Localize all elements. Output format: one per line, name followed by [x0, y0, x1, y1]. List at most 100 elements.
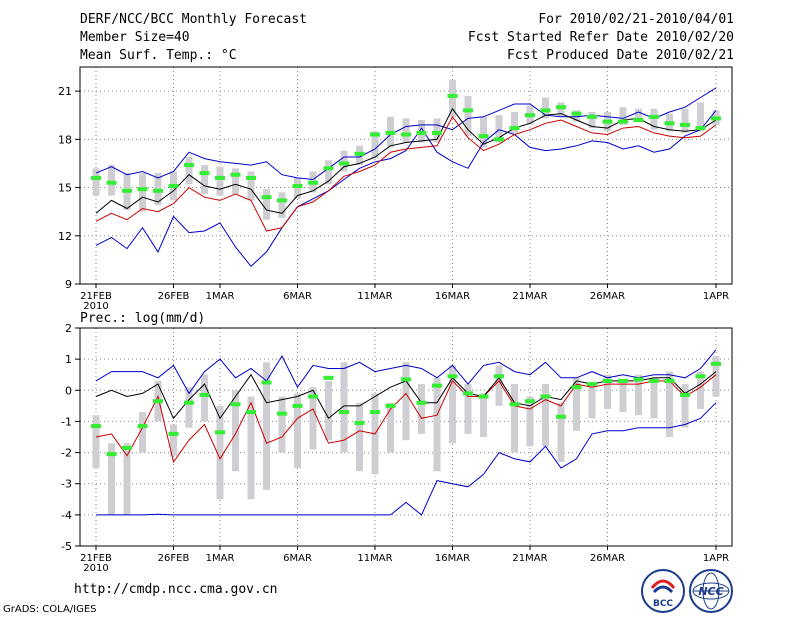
max-envelope-line	[95, 349, 717, 395]
spread-bar	[588, 112, 596, 129]
observed-marker	[122, 188, 132, 193]
spread-bar	[92, 168, 100, 196]
observed-marker	[664, 121, 675, 126]
spread-bar	[573, 377, 580, 431]
observed-marker	[292, 183, 303, 188]
observed-marker	[649, 378, 659, 383]
observed-marker	[416, 130, 427, 135]
spread-bar	[108, 443, 115, 515]
observed-marker	[633, 377, 644, 382]
observed-marker	[153, 188, 163, 193]
spread-bar	[697, 371, 704, 409]
spread-bar	[185, 387, 193, 428]
observed-marker	[153, 399, 163, 404]
x-year-label: 2010	[83, 301, 108, 312]
observed-marker	[432, 130, 442, 135]
observed-marker	[618, 378, 628, 383]
refer-date-label: Fcst Started Refer Date 2010/02/20	[467, 30, 734, 45]
spread-bar	[697, 102, 704, 132]
spread-bar	[650, 108, 658, 130]
observed-marker	[649, 114, 659, 119]
spread-bar	[123, 443, 131, 515]
observed-marker	[339, 410, 349, 415]
spread-bar	[604, 374, 611, 409]
forecast-period-label: For 2010/02/21-2010/04/01	[538, 12, 734, 27]
observed-marker	[633, 118, 644, 123]
red-line	[95, 374, 717, 464]
observed-marker	[261, 195, 272, 200]
spread-bar	[433, 118, 441, 143]
x-tick-label: 11MAR	[357, 291, 392, 302]
x-tick-label: 11MAR	[357, 553, 392, 564]
spread-bar	[542, 384, 549, 447]
grads-credit: GrADS: COLA/IGES	[3, 604, 97, 615]
spread-bar	[495, 115, 503, 143]
spread-bar	[387, 402, 394, 453]
observed-marker	[556, 105, 566, 110]
spread-bar	[635, 108, 642, 122]
precip-panel-title: Prec.: log(mm/d)	[80, 311, 205, 326]
ncc-logo: NCC	[689, 569, 733, 613]
y-tick-label: -1	[61, 415, 72, 428]
spread-bar	[216, 405, 224, 500]
observed-marker	[587, 382, 597, 387]
observed-marker	[602, 119, 613, 124]
x-tick-label: 26MAR	[590, 291, 625, 302]
observed-marker	[168, 183, 179, 188]
observed-marker	[106, 452, 117, 457]
x-tick-label: 6MAR	[283, 553, 312, 564]
ncc-logo-text: NCC	[698, 585, 723, 598]
spread-bar	[340, 362, 348, 453]
x-tick-label: 1APR	[703, 553, 729, 564]
spread-bar	[480, 393, 487, 437]
footer-url-link[interactable]: http://cmdp.ncc.cma.gov.cn	[74, 582, 278, 597]
spread-bar	[666, 371, 673, 437]
x-tick-label: 16MAR	[435, 291, 470, 302]
observed-marker	[292, 403, 303, 408]
max-envelope-line	[95, 110, 717, 268]
spread-bar	[449, 365, 456, 444]
spread-bar	[170, 424, 177, 456]
observed-marker	[385, 403, 396, 408]
spread-bar	[557, 102, 565, 117]
spread-bar	[309, 387, 317, 450]
observed-marker	[540, 108, 551, 113]
spread-bar	[185, 157, 193, 185]
spread-bar	[495, 365, 503, 406]
spread-bar	[247, 171, 255, 201]
observed-marker	[354, 420, 365, 425]
observed-marker	[540, 394, 551, 399]
y-tick-label: -2	[61, 447, 72, 460]
observed-marker	[525, 113, 535, 118]
observed-marker	[199, 171, 210, 176]
variable-label: Mean Surf. Temp.: °C	[80, 48, 237, 63]
x-tick-label: 26FEB	[158, 291, 190, 302]
spread-bar	[449, 79, 456, 117]
observed-marker	[308, 394, 318, 399]
observed-marker	[168, 431, 179, 436]
observed-marker	[137, 424, 148, 429]
x-year-label: 2010	[83, 563, 108, 574]
spread-bar	[619, 107, 627, 125]
spread-bar	[371, 131, 379, 159]
observed-marker	[246, 410, 256, 415]
y-tick-label: -3	[61, 478, 72, 491]
y-tick-label: -4	[61, 509, 72, 522]
observed-marker	[137, 187, 148, 192]
x-tick-label: 26MAR	[590, 553, 625, 564]
y-tick-label: 1	[65, 353, 72, 366]
min-envelope-line	[96, 402, 717, 516]
spread-bar	[139, 173, 146, 212]
observed-marker	[618, 119, 628, 124]
y-tick-label: 0	[65, 384, 72, 397]
observed-marker	[602, 378, 613, 383]
observed-marker	[509, 402, 520, 407]
y-tick-label: 15	[58, 182, 72, 195]
observed-marker	[401, 132, 411, 137]
spread-bar	[635, 374, 642, 416]
spread-bar	[418, 384, 425, 434]
observed-marker	[215, 175, 225, 180]
observed-marker	[478, 134, 489, 139]
plot-frame	[79, 66, 733, 285]
